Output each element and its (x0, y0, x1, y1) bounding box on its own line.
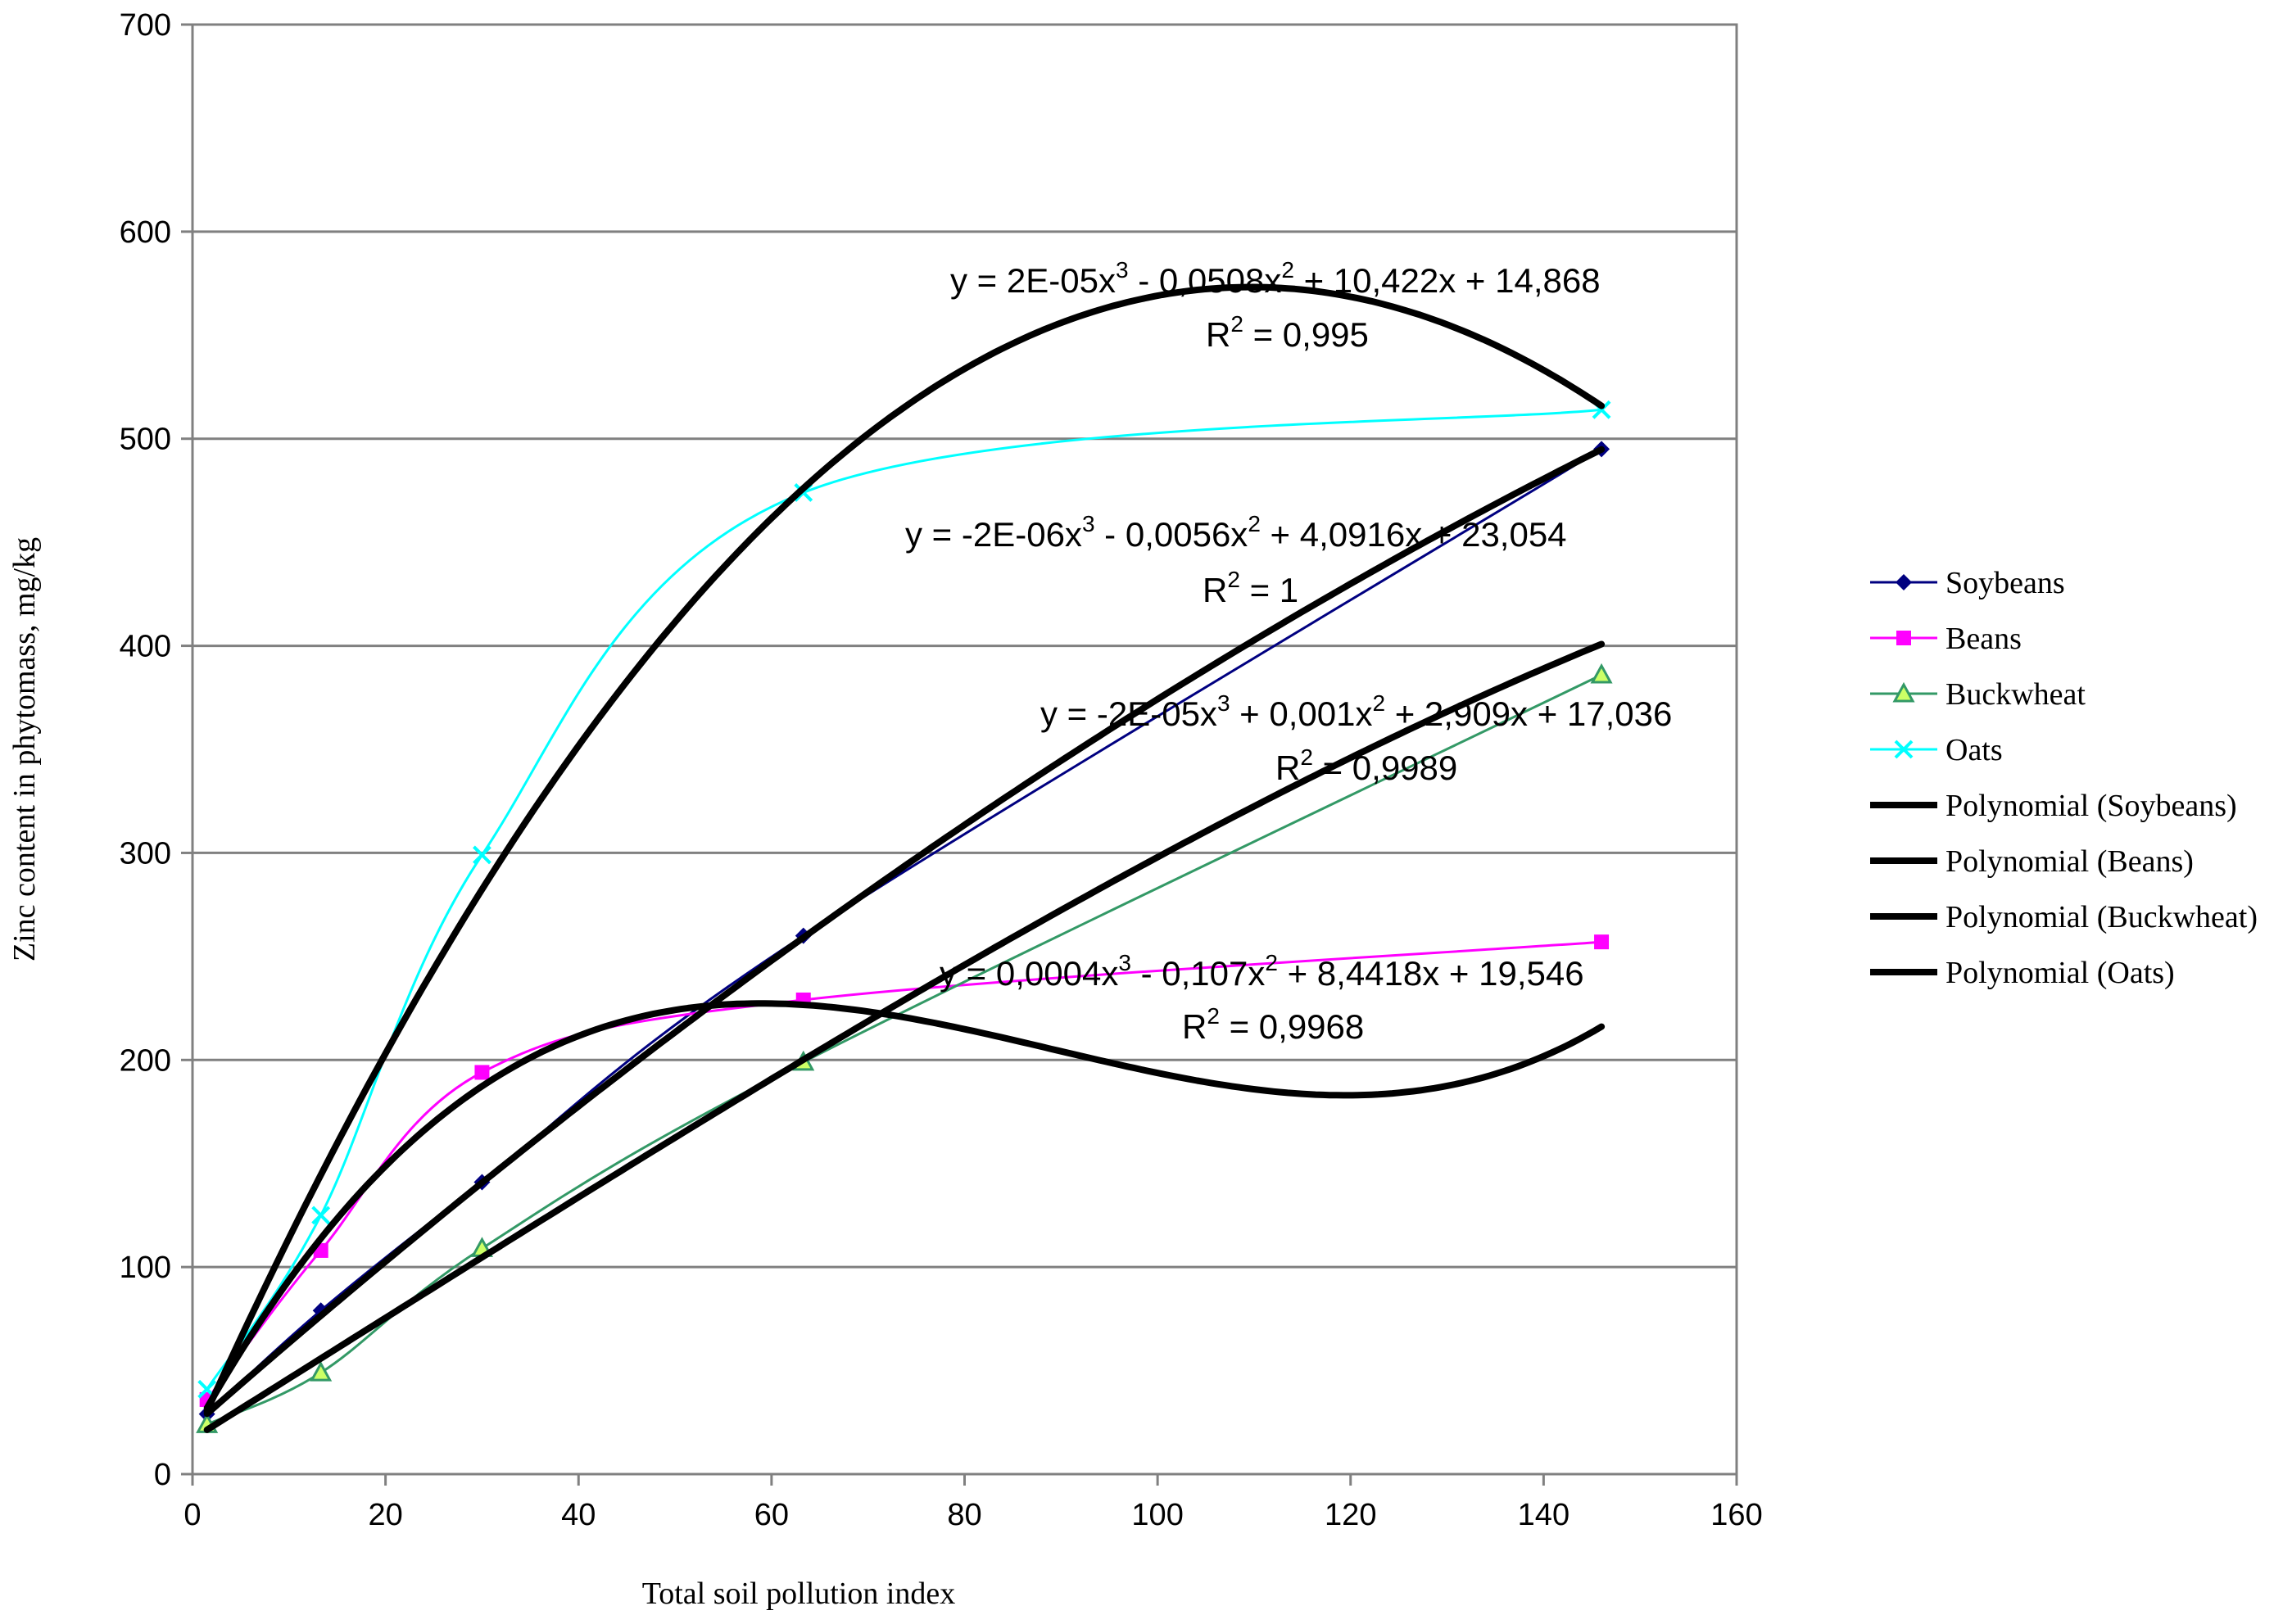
x-axis: 0 20 40 60 80 100 120 140 160 (183, 1474, 1763, 1532)
x-tick-label: 20 (368, 1498, 402, 1532)
x-tick-label: 0 (183, 1498, 201, 1532)
marker-beans (474, 1065, 490, 1080)
y-tick-label: 100 (120, 1251, 171, 1285)
legend-marker-beans (1896, 631, 1911, 645)
x-tick-label: 80 (947, 1498, 981, 1532)
legend-item-oats: Oats (1870, 733, 2003, 767)
svg-text:R2 = 0,995: R2 = 0,995 (1206, 311, 1369, 354)
series-line-soybeans (206, 448, 1602, 1415)
y-tick-label: 600 (120, 215, 171, 250)
legend-item-poly-oats: Polynomial (Oats) (1870, 956, 2175, 990)
x-tick-label: 60 (754, 1498, 789, 1532)
legend-item-beans: Beans (1870, 622, 2022, 656)
svg-text:y = -2E-05x3 + 0,001x2 + 2,909: y = -2E-05x3 + 0,001x2 + 2,909x + 17,036 (1040, 690, 1672, 733)
plot-area (191, 23, 1738, 1476)
trendlines (203, 283, 1606, 1433)
y-tick-label: 400 (120, 630, 171, 664)
equation-beans: y = 0,0004x3 - 0,107x2 + 8,4418x + 19,54… (940, 950, 1584, 1046)
legend-label-soybeans: Soybeans (1945, 566, 2065, 600)
y-tick-label: 700 (120, 8, 171, 43)
equation-buckwheat: y = -2E-05x3 + 0,001x2 + 2,909x + 17,036… (1040, 690, 1672, 787)
trendline-polynomial-oats (203, 283, 1606, 1415)
series-line-buckwheat (206, 673, 1602, 1426)
x-tick-label: 120 (1325, 1498, 1376, 1532)
legend-label-oats: Oats (1945, 733, 2003, 767)
equation-soybeans: y = -2E-06x3 - 0,0056x2 + 4,0916x + 23,0… (905, 511, 1567, 609)
svg-text:y = 0,0004x3 - 0,107x2 + 8,441: y = 0,0004x3 - 0,107x2 + 8,4418x + 19,54… (940, 950, 1584, 993)
legend-label-poly-beans: Polynomial (Beans) (1945, 844, 2194, 879)
marker-oats (311, 1206, 331, 1225)
trendline-polynomial-beans (203, 1000, 1606, 1412)
svg-text:R2 = 0,9989: R2 = 0,9989 (1275, 744, 1457, 787)
svg-text:R2 = 0,9968: R2 = 0,9968 (1182, 1003, 1364, 1046)
legend-label-beans: Beans (1945, 622, 2022, 656)
legend-label-poly-oats: Polynomial (Oats) (1945, 956, 2175, 990)
trendline-polynomial-buckwheat (203, 640, 1606, 1433)
legend-item-poly-buckwheat: Polynomial (Buckwheat) (1870, 900, 2258, 934)
x-tick-label: 160 (1710, 1498, 1762, 1532)
y-axis: 0 100 200 300 400 500 600 700 (120, 8, 193, 1492)
legend-item-poly-beans: Polynomial (Beans) (1870, 844, 2194, 879)
x-tick-label: 40 (561, 1498, 596, 1532)
legend-marker-oats (1894, 740, 1914, 759)
legend-label-poly-soybeans: Polynomial (Soybeans) (1945, 789, 2237, 823)
legend-item-poly-soybeans: Polynomial (Soybeans) (1870, 789, 2237, 823)
y-tick-label: 300 (120, 836, 171, 871)
marker-beans (1594, 934, 1610, 950)
x-axis-title: Total soil pollution index (642, 1577, 956, 1611)
marker-oats (473, 845, 491, 865)
equation-oats: y = 2E-05x3 - 0,0508x2 + 10,422x + 14,86… (950, 257, 1601, 354)
svg-text:y = -2E-06x3 - 0,0056x2 + 4,09: y = -2E-06x3 - 0,0056x2 + 4,0916x + 23,0… (905, 511, 1567, 554)
y-tick-label: 0 (154, 1458, 171, 1492)
legend-marker-buckwheat (1892, 681, 1915, 703)
legend-label-buckwheat: Buckwheat (1945, 677, 2086, 712)
svg-text:y = 2E-05x3 - 0,0508x2 + 10,42: y = 2E-05x3 - 0,0508x2 + 10,422x + 14,86… (950, 257, 1601, 300)
svg-text:R2 = 1: R2 = 1 (1203, 567, 1298, 609)
marker-buckwheat (1590, 663, 1613, 684)
marker-buckwheat (310, 1360, 333, 1382)
grid (193, 230, 1737, 1269)
legend-marker-soybeans (1896, 574, 1912, 590)
legend-item-soybeans: Soybeans (1870, 566, 2065, 600)
x-tick-label: 100 (1131, 1498, 1183, 1532)
legend: Soybeans Beans Buckwheat Oats Polynomial… (1870, 566, 2258, 990)
legend-item-buckwheat: Buckwheat (1870, 677, 2086, 712)
x-tick-label: 140 (1518, 1498, 1570, 1532)
y-tick-label: 200 (120, 1043, 171, 1078)
legend-label-poly-buckwheat: Polynomial (Buckwheat) (1945, 900, 2258, 934)
trendline-polynomial-soybeans (203, 446, 1606, 1418)
y-axis-title: Zinc content in phytomass, mg/kg (7, 537, 42, 961)
y-tick-label: 500 (120, 423, 171, 457)
